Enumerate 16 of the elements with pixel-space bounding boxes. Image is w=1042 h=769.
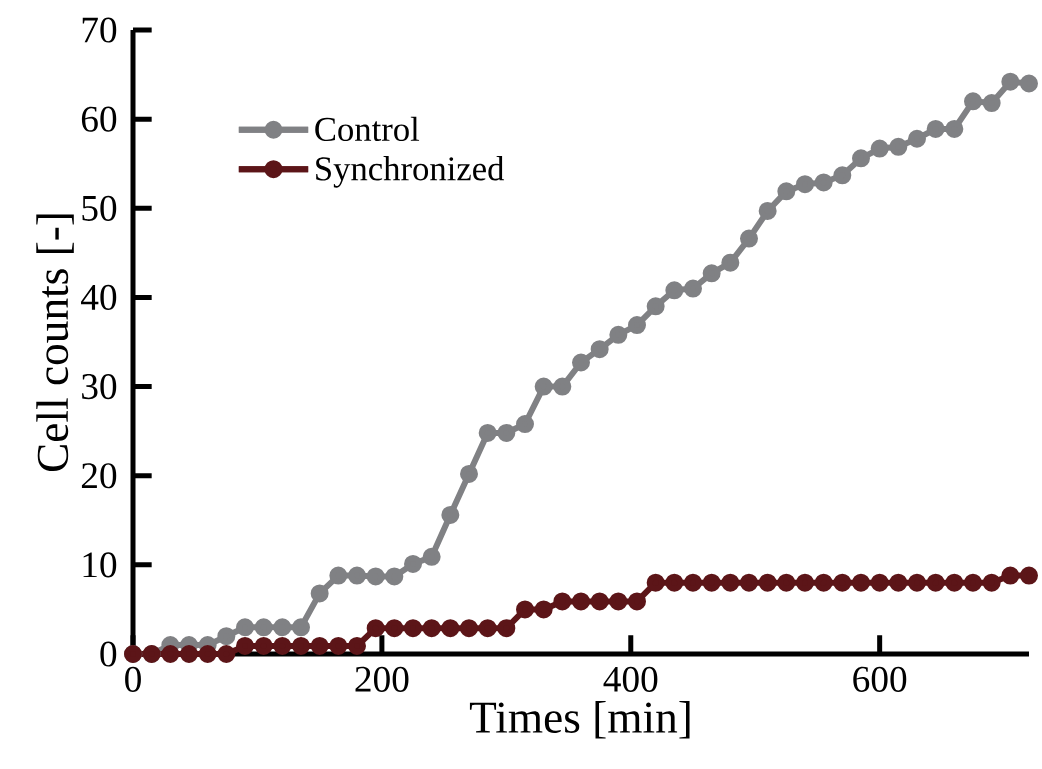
y-tick-label: 40: [81, 284, 117, 311]
y-tick-label: 0: [100, 641, 117, 667]
x-axis-title: Times [min]: [469, 701, 690, 739]
y-tick-label: 20: [81, 463, 117, 489]
legend-label: Control: [315, 116, 420, 142]
x-tick-label: 400: [603, 666, 658, 692]
y-tick-label: 70: [82, 17, 117, 43]
legend-label: Synchronized: [316, 156, 505, 188]
x-tick-label: 600: [853, 666, 907, 692]
x-tick-label: 0: [125, 666, 141, 692]
y-tick-label: 10: [83, 552, 117, 578]
y-tick-label: 30: [82, 373, 117, 400]
y-tick-label: 50: [82, 195, 117, 221]
y-tick-label: 60: [81, 106, 117, 132]
y-axis-title: Cell counts [-]: [36, 214, 74, 472]
x-tick-label: 200: [355, 666, 409, 692]
